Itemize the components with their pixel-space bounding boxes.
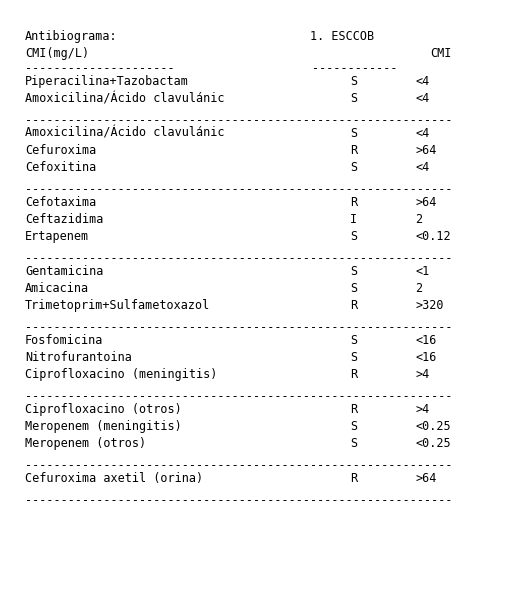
Text: Antibiograma:: Antibiograma: [25,30,118,43]
Text: R: R [350,368,357,381]
Text: >64: >64 [415,144,436,157]
Text: R: R [350,196,357,209]
Text: ------------------------------------------------------------: ----------------------------------------… [25,252,452,265]
Text: 1. ESCCOB: 1. ESCCOB [310,30,374,43]
Text: ------------------------------------------------------------: ----------------------------------------… [25,114,452,127]
Text: >4: >4 [415,368,429,381]
Text: <16: <16 [415,351,436,364]
Text: <16: <16 [415,334,436,347]
Text: 2: 2 [415,213,422,226]
Text: <4: <4 [415,127,429,140]
Text: ------------------------------------------------------------: ----------------------------------------… [25,494,452,507]
Text: Gentamicina: Gentamicina [25,265,103,278]
Text: S: S [350,127,357,140]
Text: <0.12: <0.12 [415,230,450,243]
Text: <0.25: <0.25 [415,420,450,433]
Text: Amoxicilina/Ácido clavulánic: Amoxicilina/Ácido clavulánic [25,92,224,105]
Text: ------------------------------------------------------------: ----------------------------------------… [25,390,452,403]
Text: >64: >64 [415,196,436,209]
Text: R: R [350,472,357,485]
Text: ------------------------------------------------------------: ----------------------------------------… [25,183,452,196]
Text: Ciprofloxacino (otros): Ciprofloxacino (otros) [25,403,182,416]
Text: >64: >64 [415,472,436,485]
Text: S: S [350,75,357,88]
Text: Cefotaxima: Cefotaxima [25,196,96,209]
Text: <4: <4 [415,92,429,105]
Text: Meropenem (otros): Meropenem (otros) [25,437,146,450]
Text: ------------: ------------ [312,62,398,75]
Text: >320: >320 [415,299,444,312]
Text: Ertapenem: Ertapenem [25,230,89,243]
Text: S: S [350,92,357,105]
Text: Piperacilina+Tazobactam: Piperacilina+Tazobactam [25,75,189,88]
Text: S: S [350,437,357,450]
Text: CMI(mg/L): CMI(mg/L) [25,47,89,60]
Text: ---------------------: --------------------- [25,62,175,75]
Text: ------------------------------------------------------------: ----------------------------------------… [25,321,452,334]
Text: Ciprofloxacino (meningitis): Ciprofloxacino (meningitis) [25,368,218,381]
Text: R: R [350,403,357,416]
Text: Trimetoprim+Sulfametoxazol: Trimetoprim+Sulfametoxazol [25,299,210,312]
Text: ------------------------------------------------------------: ----------------------------------------… [25,459,452,472]
Text: S: S [350,420,357,433]
Text: Cefuroxima axetil (orina): Cefuroxima axetil (orina) [25,472,203,485]
Text: Meropenem (meningitis): Meropenem (meningitis) [25,420,182,433]
Text: <1: <1 [415,265,429,278]
Text: S: S [350,265,357,278]
Text: I: I [350,213,357,226]
Text: >4: >4 [415,403,429,416]
Text: Nitrofurantoina: Nitrofurantoina [25,351,132,364]
Text: R: R [350,144,357,157]
Text: R: R [350,299,357,312]
Text: <0.25: <0.25 [415,437,450,450]
Text: Cefoxitina: Cefoxitina [25,161,96,174]
Text: S: S [350,230,357,243]
Text: 2: 2 [415,282,422,295]
Text: Fosfomicina: Fosfomicina [25,334,103,347]
Text: <4: <4 [415,161,429,174]
Text: Amicacina: Amicacina [25,282,89,295]
Text: S: S [350,351,357,364]
Text: Cefuroxima: Cefuroxima [25,144,96,157]
Text: S: S [350,161,357,174]
Text: S: S [350,282,357,295]
Text: Ceftazidima: Ceftazidima [25,213,103,226]
Text: CMI: CMI [430,47,451,60]
Text: Amoxicilina/Ácido clavulánic: Amoxicilina/Ácido clavulánic [25,127,224,140]
Text: S: S [350,334,357,347]
Text: <4: <4 [415,75,429,88]
